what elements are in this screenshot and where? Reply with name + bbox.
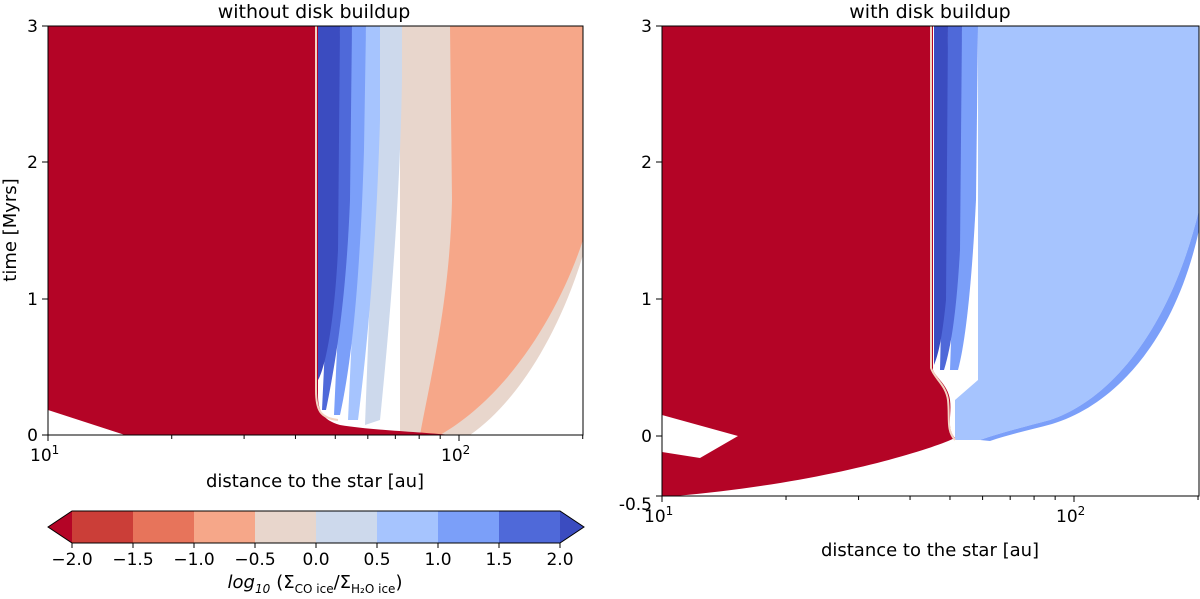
left-y-tick-label: 1 xyxy=(27,290,38,310)
left-x-axis-label: distance to the star [au] xyxy=(206,471,424,492)
left-y-tick-label: 0 xyxy=(27,426,38,446)
left-region-blue-1 xyxy=(348,26,380,420)
left-y-axis: 0 1 2 3 xyxy=(27,17,48,446)
left-axes-frame xyxy=(47,25,584,436)
left-y-tick-label: 3 xyxy=(27,17,38,37)
colorbar-bin xyxy=(255,511,317,543)
right-x-tick-10: 101 xyxy=(644,504,673,527)
left-region-white-wedge xyxy=(48,410,125,435)
right-region-blue-edge xyxy=(980,210,1199,441)
colorbar-ticks: −2.0 −1.5 −1.0 −0.5 0.0 0.5 1.0 1.5 2.0 xyxy=(51,543,574,570)
right-panel: with disk buildup -0.5 0 1 2 3 101 102 xyxy=(619,1,1200,561)
colorbar-bin xyxy=(194,511,256,543)
left-panel-title: without disk buildup xyxy=(218,1,411,23)
left-y-axis-label: time [Myrs] xyxy=(0,178,21,281)
colorbar-tick-label: −1.5 xyxy=(112,550,153,570)
left-x-tick-100: 102 xyxy=(441,443,470,466)
left-snowline xyxy=(315,26,339,421)
right-region-white-wedge xyxy=(662,415,738,458)
right-y-axis: -0.5 0 1 2 3 xyxy=(619,17,662,515)
colorbar: −2.0 −1.5 −1.0 −0.5 0.0 0.5 1.0 1.5 2.0 log10 (ΣC… xyxy=(47,510,585,596)
right-region-blue-light xyxy=(955,26,1199,440)
colorbar-tick-label: 1.5 xyxy=(485,550,512,570)
colorbar-tick-label: −1.0 xyxy=(173,550,214,570)
right-y-tick-label: 0 xyxy=(641,427,652,447)
right-y-tick-label: -0.5 xyxy=(619,495,652,515)
right-snowline xyxy=(930,26,956,441)
colorbar-bin xyxy=(72,511,134,543)
colorbar-bin xyxy=(499,511,561,543)
colorbar-bin xyxy=(377,511,439,543)
left-region-inner-red xyxy=(48,26,450,435)
colorbar-bins xyxy=(72,511,561,543)
left-region-blue-4 xyxy=(318,26,340,380)
right-axes-frame xyxy=(661,25,1200,497)
right-y-tick-label: 1 xyxy=(641,290,652,310)
right-x-axis: 101 102 xyxy=(644,496,1199,527)
left-y-tick-label: 2 xyxy=(27,153,38,173)
right-x-tick-100: 102 xyxy=(1056,504,1085,527)
left-x-tick-10: 101 xyxy=(30,443,59,466)
colorbar-tick-label: −0.5 xyxy=(234,550,275,570)
colorbar-tick-label: 0.5 xyxy=(363,550,390,570)
colorbar-bin xyxy=(316,511,378,543)
right-plot-area xyxy=(662,26,1199,496)
colorbar-tick-label: 2.0 xyxy=(546,550,573,570)
right-x-axis-label: distance to the star [au] xyxy=(821,540,1039,561)
colorbar-tick-label: 1.0 xyxy=(424,550,451,570)
colorbar-label: log10 (ΣCO ice/ΣH₂O ice) xyxy=(228,572,403,596)
colorbar-bin xyxy=(438,511,500,543)
left-plot-area xyxy=(48,26,583,435)
colorbar-bin xyxy=(133,511,195,543)
right-y-tick-label: 3 xyxy=(641,17,652,37)
left-region-pale-blue xyxy=(365,26,402,425)
right-region-blue-4 xyxy=(934,26,948,365)
left-region-orange xyxy=(420,26,583,435)
right-panel-title: with disk buildup xyxy=(849,1,1010,23)
left-region-blue-2 xyxy=(334,26,366,415)
colorbar-tick-label: 0.0 xyxy=(302,550,329,570)
left-x-axis: 101 102 xyxy=(30,435,584,466)
left-panel: without disk buildup 0 1 2 3 101 xyxy=(0,1,584,492)
colorbar-tick-label: −2.0 xyxy=(51,550,92,570)
colorbar-over-arrow xyxy=(560,511,584,543)
colorbar-under-arrow xyxy=(48,511,72,543)
right-y-tick-label: 2 xyxy=(641,153,652,173)
right-region-inner-red xyxy=(662,26,955,496)
